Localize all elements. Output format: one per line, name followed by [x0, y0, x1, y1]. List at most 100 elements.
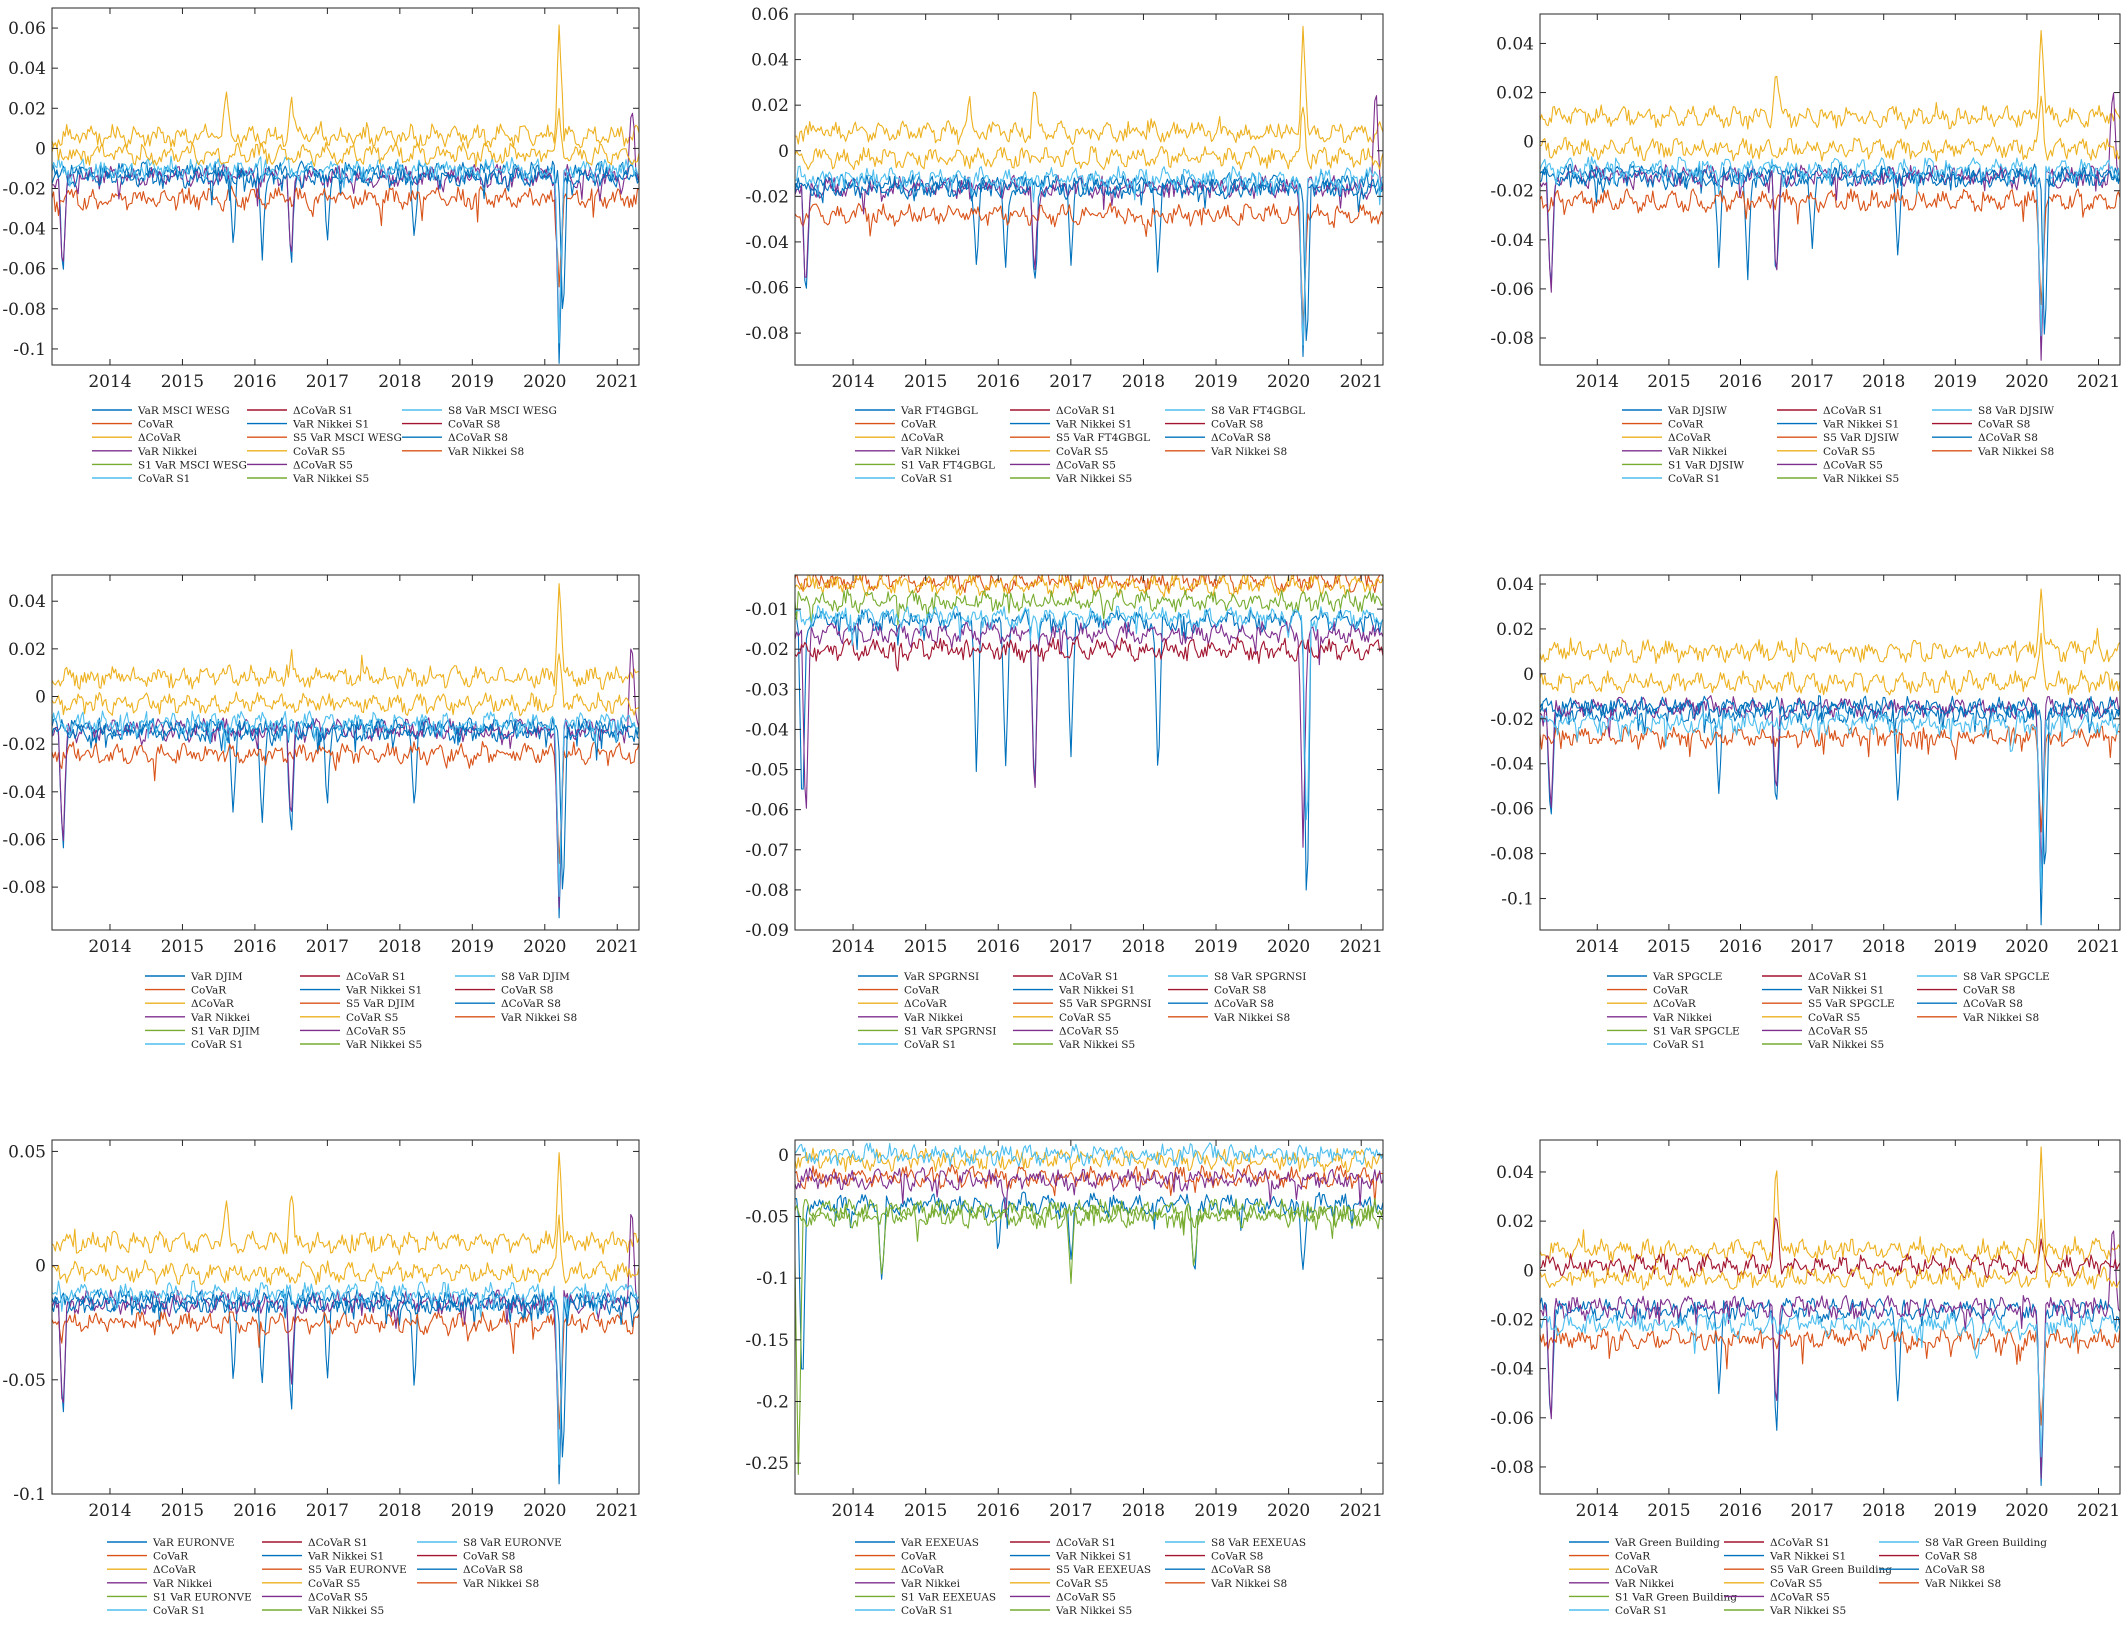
legend-entry: CoVaR: [901, 419, 937, 431]
series-line--covar: [1540, 30, 2120, 130]
series-line-covar: [795, 575, 1383, 594]
y-tick-label: -0.08: [2, 878, 46, 898]
x-tick-label: 2014: [831, 372, 874, 392]
legend-entry: CoVaR S1: [904, 1039, 956, 1051]
y-tick-label: 0: [35, 688, 46, 708]
axes-frame: [794, 574, 1384, 931]
axes-frame: [794, 13, 1384, 366]
legend-entry: ΔCoVaR S8: [1214, 998, 1274, 1010]
legend-entry: CoVaR S5: [1823, 446, 1875, 458]
series-line-var-msci-wesg: [52, 160, 639, 364]
series-line-var-nikkei-s1: [52, 163, 639, 310]
series-line-covar: [52, 185, 639, 288]
legend-entry: VaR Nikkei S5: [1822, 473, 1899, 485]
x-tick-label: 2016: [977, 372, 1020, 392]
y-tick-label: 0.04: [1496, 1163, 1534, 1183]
legend-entry: ΔCoVaR S1: [1770, 1537, 1830, 1549]
x-tick-label: 2018: [1862, 1501, 1905, 1521]
y-tick-label: -0.08: [745, 324, 789, 344]
series-line-covar: [52, 740, 639, 864]
series-line--covar: [52, 583, 639, 690]
y-tick-label: 0.04: [1496, 575, 1534, 595]
x-tick-label: 2017: [1049, 372, 1092, 392]
y-tick-label: 0.02: [1496, 84, 1534, 104]
legend-entry: ΔCoVaR: [1653, 998, 1697, 1010]
y-tick-label: -0.06: [1490, 280, 1534, 300]
legend-entry: CoVaR S8: [1211, 419, 1263, 431]
x-tick-label: 2018: [378, 372, 421, 392]
x-tick-label: 2014: [88, 372, 131, 392]
x-tick-label: 2015: [904, 937, 947, 957]
x-tick-label: 2015: [1647, 372, 1690, 392]
y-tick-label: 0: [778, 142, 789, 162]
series-line-var-nikkei: [1540, 92, 2120, 361]
legend-entry: S1 VaR DJIM: [191, 1025, 260, 1037]
legend-entry: VaR Nikkei: [900, 446, 961, 458]
legend-entry: ΔCoVaR: [1615, 1564, 1659, 1576]
y-tick-label: -0.02: [1490, 710, 1534, 730]
series-line-covar: [1540, 1327, 2120, 1426]
x-tick-label: 2019: [1934, 1501, 1977, 1521]
axes-frame: [1539, 574, 2121, 931]
legend-entry: CoVaR S8: [448, 419, 500, 431]
x-tick-label: 2014: [831, 1501, 874, 1521]
series-line--covar: [1540, 1146, 2120, 1264]
legend-entry: VaR FT4GBGL: [900, 405, 978, 417]
x-tick-label: 2018: [1122, 1501, 1165, 1521]
series-line--covar: [795, 575, 1383, 598]
x-tick-label: 2015: [1647, 937, 1690, 957]
legend-entry: ΔCoVaR: [138, 432, 182, 444]
y-tick-label: -0.08: [1490, 329, 1534, 349]
legend-entry: VaR Nikkei S5: [1807, 1039, 1884, 1051]
legend-entry: VaR Nikkei S5: [292, 473, 369, 485]
legend-entry: CoVaR S1: [138, 473, 190, 485]
series-line--covar: [795, 1147, 1383, 1173]
legend-entry: VaR Nikkei S8: [1213, 1012, 1290, 1024]
series-line-var-nikkei: [795, 1167, 1383, 1218]
legend-entry: CoVaR S5: [1770, 1578, 1822, 1590]
legend-entry: ΔCoVaR S8: [501, 998, 561, 1010]
legend-entry: CoVaR S1: [901, 473, 953, 485]
x-tick-label: 2021: [2077, 937, 2120, 957]
legend-entry: CoVaR S1: [901, 1605, 953, 1617]
y-tick-label: -0.07: [745, 841, 789, 861]
legend-entry: VaR Nikkei S1: [292, 419, 369, 431]
chart-panel-1: 0.06 0.04 0.02 0 -0.02 -0.04 -0.06 -0.08 -0.1 201…: [2, 7, 640, 485]
x-tick-label: 2021: [2077, 1501, 2120, 1521]
legend-entry: ΔCoVaR S1: [308, 1537, 368, 1549]
legend-entry: VaR Nikkei: [1614, 1578, 1675, 1590]
legend-entry: ΔCoVaR S8: [1211, 1564, 1271, 1576]
chart-panel-5: -0.01 -0.02 -0.03 -0.04 -0.05 -0.06 -0.07 -0.08…: [745, 574, 1384, 1051]
legend-entry: S5 VaR EEXEUAS: [1056, 1564, 1151, 1576]
x-tick-label: 2021: [596, 937, 639, 957]
legend-entry: CoVaR S5: [293, 446, 345, 458]
y-tick-label: -0.06: [745, 801, 789, 821]
legend-entry: ΔCoVaR: [191, 998, 235, 1010]
legend-entry: CoVaR S5: [1056, 446, 1108, 458]
legend-entry: CoVaR S8: [1978, 419, 2030, 431]
x-tick-label: 2019: [451, 1501, 494, 1521]
legend-entry: VaR Nikkei: [190, 1012, 251, 1024]
chart-panel-2: 0.06 0.04 0.02 0 -0.02 -0.04 -0.06 -0.08 2014 201…: [745, 5, 1384, 485]
series-line-covar-s5: [52, 108, 639, 167]
axes-frame: [51, 1139, 640, 1495]
legend-entry: ΔCoVaR: [153, 1564, 197, 1576]
legend-entry: CoVaR S1: [153, 1605, 205, 1617]
y-tick-label: 0.04: [1496, 34, 1534, 54]
x-tick-label: 2020: [523, 937, 566, 957]
y-tick-label: -0.06: [2, 830, 46, 850]
legend-entry: S8 VaR SPGRNSI: [1214, 971, 1306, 983]
legend-entry: VaR Nikkei S5: [1769, 1605, 1846, 1617]
series-line--covar: [52, 1152, 639, 1256]
x-tick-label: 2018: [1122, 372, 1165, 392]
x-tick-label: 2019: [451, 937, 494, 957]
series-line-var-nikkei: [52, 112, 639, 339]
series-line-covar-s5: [795, 106, 1383, 171]
y-tick-label: 0.04: [751, 51, 789, 71]
legend-entry: ΔCoVaR S8: [448, 432, 508, 444]
legend-entry: S8 VaR EURONVE: [463, 1537, 562, 1549]
x-tick-label: 2021: [1340, 372, 1383, 392]
legend-entry: CoVaR S5: [1059, 1012, 1111, 1024]
